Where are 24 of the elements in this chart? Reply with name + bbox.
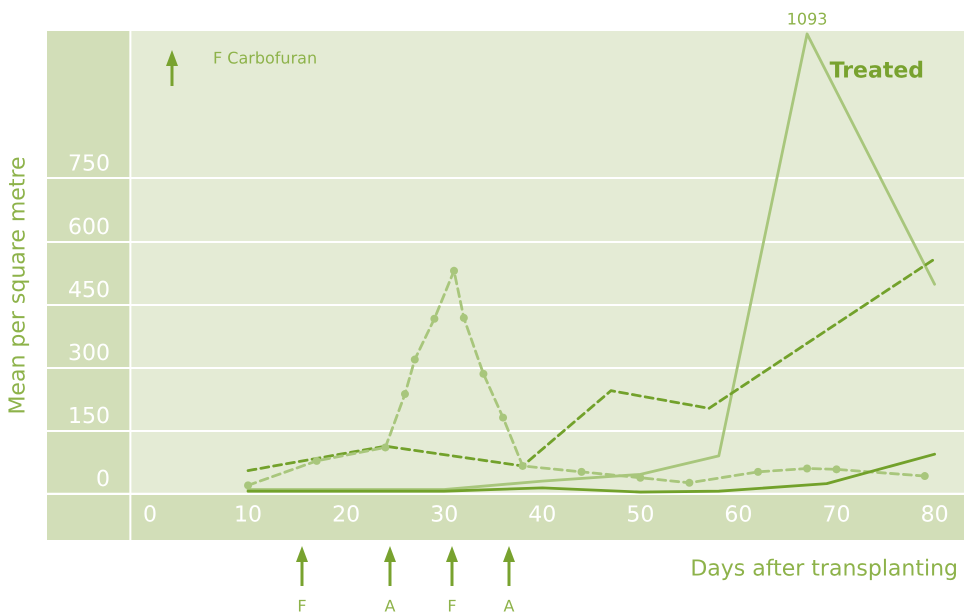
x-axis-title: Days after transplanting xyxy=(690,556,958,582)
x-tick-label: 50 xyxy=(626,502,654,528)
text: F xyxy=(297,596,307,616)
text: F xyxy=(447,596,457,616)
y-tick-label: 750 xyxy=(68,152,110,177)
y-tick-label: 300 xyxy=(68,341,110,366)
y-tick-label: 0 xyxy=(96,467,110,492)
x-tick-label: 80 xyxy=(920,502,949,528)
text: A xyxy=(384,596,396,616)
text: 1093 xyxy=(786,10,828,28)
x-tick-label: 60 xyxy=(724,502,752,528)
annotation: F Carbofuran xyxy=(213,48,318,68)
y-axis-title: Mean per square metre xyxy=(6,156,30,415)
x-tick-label: 0 xyxy=(142,502,157,528)
x-tick-label: 40 xyxy=(528,502,556,528)
x-tick-label: 20 xyxy=(332,502,360,528)
x-tick-label: 10 xyxy=(234,502,262,528)
y-tick-label: 150 xyxy=(68,404,110,430)
x-tick-label: 30 xyxy=(430,502,458,528)
annotation: Treated xyxy=(830,58,924,84)
text: A xyxy=(504,596,515,616)
y-tick-label: 450 xyxy=(68,278,110,303)
y-tick-label: 600 xyxy=(68,214,110,240)
x-tick-label: 70 xyxy=(822,502,851,528)
